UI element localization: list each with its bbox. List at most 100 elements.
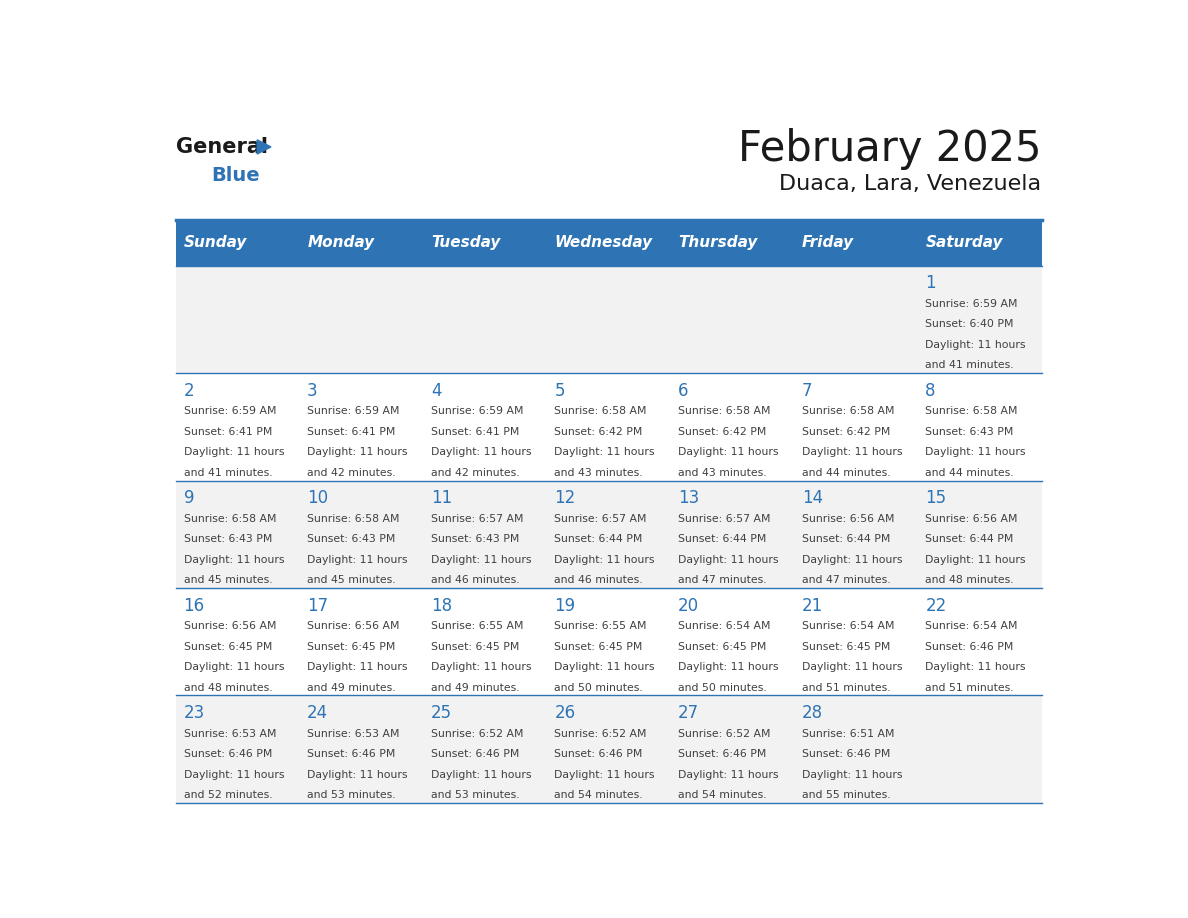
Bar <box>176 588 1042 696</box>
Text: Sunset: 6:43 PM: Sunset: 6:43 PM <box>183 534 272 544</box>
Text: Sunrise: 6:56 AM: Sunrise: 6:56 AM <box>925 514 1018 524</box>
Text: Wednesday: Wednesday <box>555 235 652 251</box>
Text: Monday: Monday <box>308 235 374 251</box>
Text: Daylight: 11 hours: Daylight: 11 hours <box>678 769 778 779</box>
Text: Sunrise: 6:52 AM: Sunrise: 6:52 AM <box>555 729 647 739</box>
Text: 3: 3 <box>308 382 318 399</box>
Text: Sunset: 6:45 PM: Sunset: 6:45 PM <box>555 642 643 652</box>
Text: Daylight: 11 hours: Daylight: 11 hours <box>555 769 655 779</box>
Text: Sunday: Sunday <box>183 235 247 251</box>
Text: and 49 minutes.: and 49 minutes. <box>431 683 519 692</box>
Text: Daylight: 11 hours: Daylight: 11 hours <box>802 554 902 565</box>
Bar <box>176 219 299 265</box>
Text: 28: 28 <box>802 704 823 722</box>
Text: and 51 minutes.: and 51 minutes. <box>802 683 890 692</box>
Text: and 50 minutes.: and 50 minutes. <box>678 683 766 692</box>
Text: Friday: Friday <box>802 235 854 251</box>
Text: 17: 17 <box>308 597 328 614</box>
Text: Sunset: 6:41 PM: Sunset: 6:41 PM <box>431 427 519 437</box>
Text: Sunrise: 6:53 AM: Sunrise: 6:53 AM <box>308 729 399 739</box>
Text: Daylight: 11 hours: Daylight: 11 hours <box>183 447 284 457</box>
Text: Sunset: 6:44 PM: Sunset: 6:44 PM <box>555 534 643 544</box>
Text: and 42 minutes.: and 42 minutes. <box>308 467 396 477</box>
Text: Sunrise: 6:54 AM: Sunrise: 6:54 AM <box>802 621 895 632</box>
Bar <box>918 219 1042 265</box>
Text: Sunrise: 6:58 AM: Sunrise: 6:58 AM <box>183 514 276 524</box>
Text: Daylight: 11 hours: Daylight: 11 hours <box>308 447 407 457</box>
Text: Sunset: 6:45 PM: Sunset: 6:45 PM <box>802 642 890 652</box>
Text: February 2025: February 2025 <box>738 128 1042 170</box>
Text: and 43 minutes.: and 43 minutes. <box>678 467 766 477</box>
Text: Daylight: 11 hours: Daylight: 11 hours <box>555 447 655 457</box>
Text: Sunrise: 6:52 AM: Sunrise: 6:52 AM <box>678 729 771 739</box>
Text: Sunset: 6:46 PM: Sunset: 6:46 PM <box>308 749 396 759</box>
Text: Sunset: 6:45 PM: Sunset: 6:45 PM <box>308 642 396 652</box>
Text: and 44 minutes.: and 44 minutes. <box>925 467 1015 477</box>
Text: and 41 minutes.: and 41 minutes. <box>183 467 272 477</box>
Text: and 45 minutes.: and 45 minutes. <box>183 575 272 585</box>
Text: Sunrise: 6:57 AM: Sunrise: 6:57 AM <box>431 514 523 524</box>
Text: and 41 minutes.: and 41 minutes. <box>925 360 1015 370</box>
Text: Sunrise: 6:59 AM: Sunrise: 6:59 AM <box>925 299 1018 309</box>
Text: and 46 minutes.: and 46 minutes. <box>431 575 519 585</box>
Text: Sunset: 6:44 PM: Sunset: 6:44 PM <box>802 534 890 544</box>
Text: Daylight: 11 hours: Daylight: 11 hours <box>555 662 655 672</box>
Text: Sunrise: 6:59 AM: Sunrise: 6:59 AM <box>431 407 523 417</box>
Text: 14: 14 <box>802 489 823 507</box>
Bar <box>546 219 671 265</box>
Text: and 49 minutes.: and 49 minutes. <box>308 683 396 692</box>
Text: 12: 12 <box>555 489 576 507</box>
Text: Daylight: 11 hours: Daylight: 11 hours <box>802 447 902 457</box>
Text: and 43 minutes.: and 43 minutes. <box>555 467 643 477</box>
Text: and 47 minutes.: and 47 minutes. <box>802 575 890 585</box>
Text: Sunrise: 6:51 AM: Sunrise: 6:51 AM <box>802 729 895 739</box>
Bar <box>176 480 1042 588</box>
Text: Sunrise: 6:59 AM: Sunrise: 6:59 AM <box>308 407 399 417</box>
Text: Sunset: 6:45 PM: Sunset: 6:45 PM <box>431 642 519 652</box>
Text: Sunset: 6:42 PM: Sunset: 6:42 PM <box>555 427 643 437</box>
Text: and 51 minutes.: and 51 minutes. <box>925 683 1015 692</box>
Text: Blue: Blue <box>211 165 260 185</box>
Text: Sunrise: 6:56 AM: Sunrise: 6:56 AM <box>183 621 276 632</box>
Text: Sunrise: 6:54 AM: Sunrise: 6:54 AM <box>925 621 1018 632</box>
Text: Daylight: 11 hours: Daylight: 11 hours <box>555 554 655 565</box>
Text: Saturday: Saturday <box>925 235 1003 251</box>
Text: 5: 5 <box>555 382 565 399</box>
Text: Sunset: 6:45 PM: Sunset: 6:45 PM <box>183 642 272 652</box>
Polygon shape <box>257 140 271 154</box>
Text: Sunset: 6:46 PM: Sunset: 6:46 PM <box>431 749 519 759</box>
Text: 10: 10 <box>308 489 328 507</box>
Text: Sunset: 6:46 PM: Sunset: 6:46 PM <box>802 749 890 759</box>
Text: Sunset: 6:43 PM: Sunset: 6:43 PM <box>925 427 1013 437</box>
Text: 15: 15 <box>925 489 947 507</box>
Text: and 42 minutes.: and 42 minutes. <box>431 467 519 477</box>
Text: 26: 26 <box>555 704 575 722</box>
Text: 27: 27 <box>678 704 700 722</box>
Text: 20: 20 <box>678 597 700 614</box>
Text: Sunrise: 6:58 AM: Sunrise: 6:58 AM <box>678 407 771 417</box>
Text: Sunrise: 6:55 AM: Sunrise: 6:55 AM <box>431 621 523 632</box>
Text: Thursday: Thursday <box>678 235 758 251</box>
Text: and 53 minutes.: and 53 minutes. <box>431 790 519 800</box>
Text: Sunset: 6:43 PM: Sunset: 6:43 PM <box>431 534 519 544</box>
Bar <box>671 219 795 265</box>
Text: Sunset: 6:40 PM: Sunset: 6:40 PM <box>925 319 1013 330</box>
Text: Sunrise: 6:52 AM: Sunrise: 6:52 AM <box>431 729 523 739</box>
Text: 19: 19 <box>555 597 575 614</box>
Text: Daylight: 11 hours: Daylight: 11 hours <box>678 447 778 457</box>
Text: Daylight: 11 hours: Daylight: 11 hours <box>678 554 778 565</box>
Bar <box>423 219 546 265</box>
Text: and 47 minutes.: and 47 minutes. <box>678 575 766 585</box>
Text: Tuesday: Tuesday <box>431 235 500 251</box>
Text: Daylight: 11 hours: Daylight: 11 hours <box>308 662 407 672</box>
Text: Sunset: 6:46 PM: Sunset: 6:46 PM <box>925 642 1013 652</box>
Text: Daylight: 11 hours: Daylight: 11 hours <box>802 662 902 672</box>
Text: 9: 9 <box>183 489 194 507</box>
Text: Sunset: 6:44 PM: Sunset: 6:44 PM <box>925 534 1013 544</box>
Text: 13: 13 <box>678 489 700 507</box>
Text: Daylight: 11 hours: Daylight: 11 hours <box>183 554 284 565</box>
Text: and 46 minutes.: and 46 minutes. <box>555 575 643 585</box>
Bar <box>176 696 1042 803</box>
Text: and 50 minutes.: and 50 minutes. <box>555 683 643 692</box>
Text: Daylight: 11 hours: Daylight: 11 hours <box>308 769 407 779</box>
